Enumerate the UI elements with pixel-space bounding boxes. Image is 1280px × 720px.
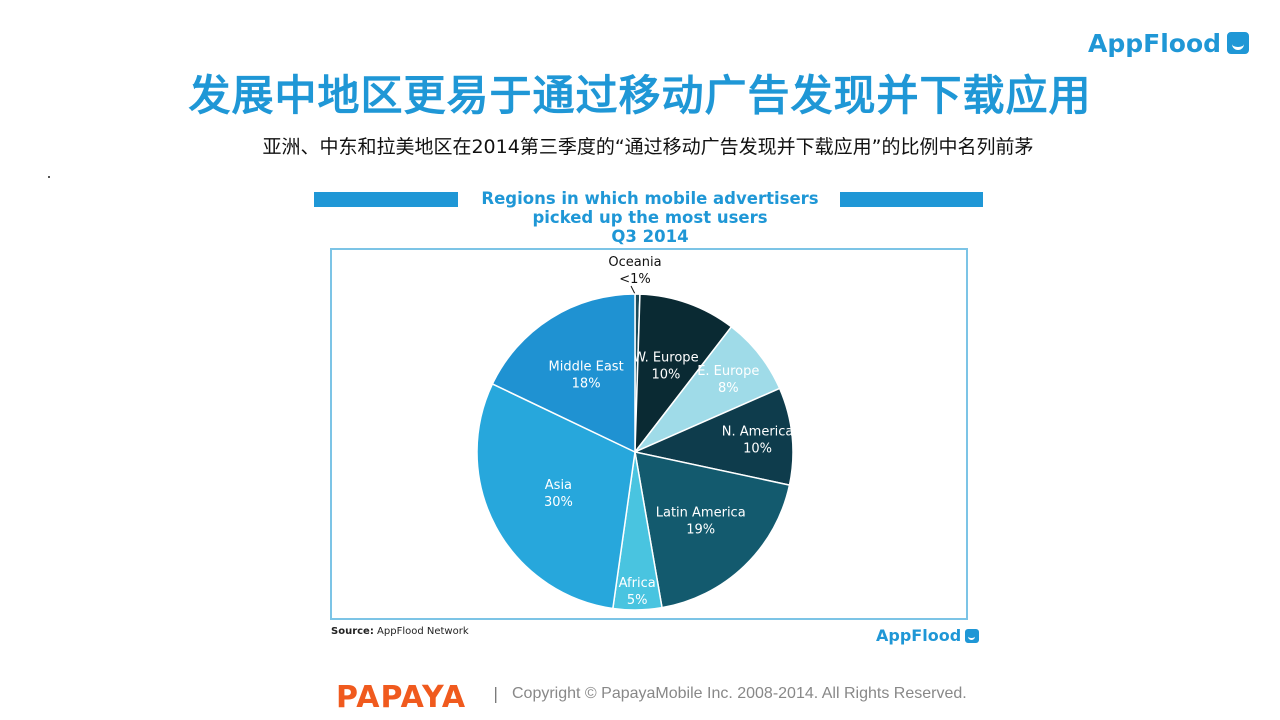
pie-value-n-america: 10% <box>743 442 772 457</box>
pie-slice-n-america <box>632 387 794 486</box>
appflood-wave-icon <box>1227 32 1250 54</box>
pie-leader-oceania <box>630 285 636 295</box>
chart-title-band-right <box>840 192 983 207</box>
pie-value-e-europe: 8% <box>718 381 739 396</box>
chart-title-line-2: picked up the most users <box>532 208 768 227</box>
pie-value-africa: 5% <box>627 593 648 608</box>
appflood-logo-text: AppFlood <box>1088 28 1222 58</box>
source-text: AppFlood Network <box>377 626 469 637</box>
pie-label-w-europe: W. Europe <box>633 351 698 366</box>
pie-label-e-europe: E. Europe <box>697 364 759 379</box>
pie-label-asia: Asia <box>545 478 572 493</box>
source-label: Source: <box>331 626 374 637</box>
chart-title-band-left <box>314 192 458 207</box>
pie-label-latin-america: Latin America <box>656 505 746 520</box>
chart-title-line-1: Regions in which mobile advertisers <box>481 189 819 208</box>
pie-slice-middle-east <box>491 293 636 454</box>
pie-label-oceania: Oceania <box>608 255 661 270</box>
pie-label-middle-east: Middle East <box>549 359 624 374</box>
pie-slice-latin-america <box>634 451 791 609</box>
pie-value-w-europe: 10% <box>651 368 680 383</box>
appflood-wave-icon-small <box>965 628 980 643</box>
pie-value-latin-america: 19% <box>686 522 715 537</box>
chart-title-line-3: Q3 2014 <box>611 227 689 246</box>
page-title: 发展中地区更易于通过移动广告发现并下载应用 <box>188 71 1092 120</box>
footer-separator: | <box>493 684 499 703</box>
appflood-logo-small: AppFlood <box>876 626 980 645</box>
decorative-dot <box>48 176 50 178</box>
pie-value-oceania: <1% <box>619 272 651 287</box>
appflood-logo: AppFlood <box>1088 28 1250 58</box>
chart-source: Source: AppFlood Network <box>331 626 469 637</box>
chart-title: Regions in which mobile advertisers pick… <box>460 189 840 246</box>
footer-copyright: Copyright © PapayaMobile Inc. 2008-2014.… <box>512 685 967 702</box>
pie-value-asia: 30% <box>544 495 573 510</box>
pie-label-n-america: N. America <box>722 425 794 440</box>
papaya-logo: PAPAYA <box>336 680 467 715</box>
pie-slice-asia <box>476 382 636 610</box>
pie-chart: Oceania <1% W. Europe 10% E. Europe 8% N. Amer… <box>476 255 794 611</box>
pie-label-africa: Africa <box>619 576 656 591</box>
page-subtitle: 亚洲、中东和拉美地区在2014第三季度的“通过移动广告发现并下载应用”的比例中名… <box>262 136 1034 158</box>
pie-value-middle-east: 18% <box>572 376 601 391</box>
appflood-logo-small-text: AppFlood <box>876 626 962 645</box>
pie-slice-w-europe <box>634 293 733 455</box>
